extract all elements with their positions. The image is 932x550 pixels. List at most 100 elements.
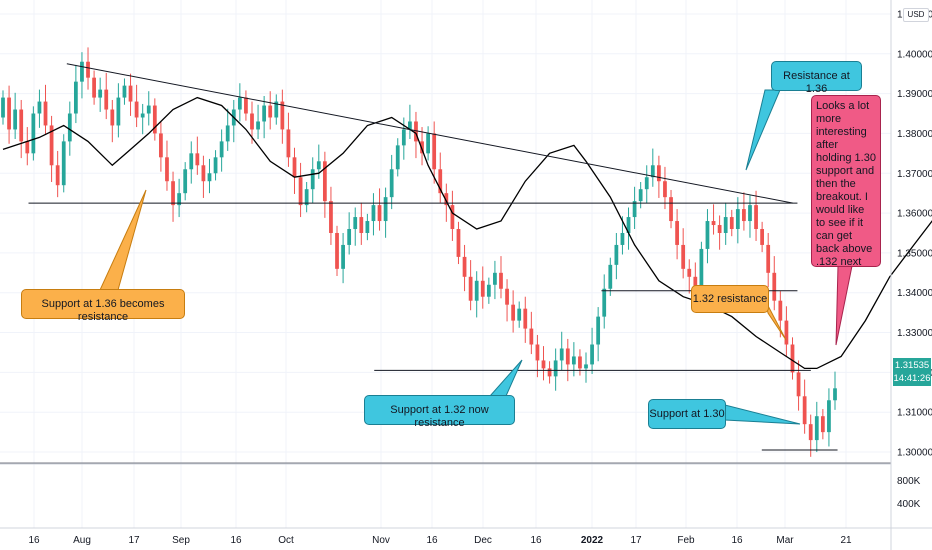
candle-body	[110, 109, 115, 126]
time-tick-label: 16	[530, 535, 542, 546]
annotation-support-136[interactable]: Support at 1.36 becomes resistance	[21, 289, 185, 323]
candle-body	[122, 85, 127, 98]
candle-body	[693, 276, 698, 293]
candle-body	[468, 276, 473, 301]
candle-body	[590, 344, 594, 365]
candle-body	[511, 304, 516, 321]
candle-body	[19, 109, 24, 142]
candle-body	[347, 229, 352, 245]
candle-body	[626, 217, 631, 233]
candle-body	[292, 157, 297, 178]
candle-body	[553, 360, 558, 377]
time-tick-label: Dec	[474, 535, 492, 546]
time-tick-label: 21	[840, 535, 852, 546]
candle-body	[1, 97, 5, 118]
candle-body	[766, 244, 771, 273]
candle-body	[578, 356, 582, 369]
candle-body	[486, 284, 491, 297]
candle-body	[341, 244, 345, 269]
candle-body	[37, 101, 42, 114]
candle-body	[705, 221, 710, 249]
candle-body	[43, 101, 48, 126]
candle-body	[146, 105, 151, 114]
candle-body	[80, 61, 84, 82]
annotation-support-130-text: Support at 1.30	[649, 408, 725, 420]
candle-body	[717, 225, 722, 233]
candle-body	[371, 205, 376, 222]
volume-panel	[0, 462, 891, 465]
candle-body	[286, 129, 291, 158]
candle-body	[165, 157, 169, 182]
candle-body	[675, 221, 679, 245]
pointer-support-130	[724, 404, 801, 425]
candle-body	[171, 181, 175, 206]
candle-body	[614, 244, 619, 265]
candle-body	[827, 400, 831, 433]
time-tick-label: 17	[630, 535, 642, 546]
candle-body	[462, 256, 467, 277]
candle-body	[92, 77, 96, 98]
pointer-support-136	[99, 189, 147, 291]
candle-body	[499, 272, 503, 289]
candle-body	[833, 388, 837, 401]
candle-body	[620, 232, 625, 245]
candle-body	[159, 133, 163, 158]
annotation-resistance-132[interactable]: 1.32 resistance	[691, 285, 769, 313]
time-tick-label: Aug	[73, 535, 91, 546]
candle-body	[177, 193, 181, 206]
candle-body	[438, 169, 443, 194]
candle-body	[432, 133, 437, 170]
time-tick-label: 16	[731, 535, 743, 546]
moving-average-series	[2, 96, 932, 370]
candle-body	[152, 105, 157, 134]
time-tick-label: 17	[128, 535, 140, 546]
candle-body	[31, 113, 36, 154]
candle-body	[778, 300, 783, 321]
price-tick-label: 1.37000	[897, 169, 932, 180]
candle-body	[183, 169, 188, 194]
candle-body	[298, 177, 303, 206]
candle-body	[638, 189, 643, 202]
candle-body	[735, 209, 740, 230]
candle-body	[493, 272, 497, 285]
candle-body	[517, 308, 522, 321]
candle-body	[541, 360, 546, 369]
price-tick-label: 1.39000	[897, 89, 932, 100]
candle-body	[450, 205, 455, 230]
candle-body	[772, 272, 777, 301]
candle-body	[55, 165, 60, 186]
time-tick-label: 2022	[581, 535, 604, 546]
annotation-support-132[interactable]: Support at 1.32 now resistance	[364, 395, 515, 429]
candle-body	[547, 368, 552, 377]
annotation-resistance-136[interactable]: Resistance at 1.36	[771, 61, 862, 95]
candle-body	[61, 141, 66, 186]
candle-body	[128, 85, 133, 102]
volume-axis: 800K 400K	[897, 476, 921, 510]
pointer-resistance-136	[745, 89, 781, 171]
candle-body	[237, 97, 242, 110]
candle-body	[244, 97, 248, 114]
candle-body	[723, 217, 728, 233]
candle-body	[304, 189, 309, 206]
candle-body	[529, 328, 534, 345]
candle-body	[644, 177, 649, 190]
candle-body	[322, 161, 327, 202]
candle-body	[256, 121, 260, 130]
candle-body	[802, 396, 807, 425]
candle-body	[444, 193, 449, 206]
annotation-comment[interactable]: Looks a lot more interesting after holdi…	[811, 95, 881, 268]
candle-body	[711, 221, 716, 226]
time-axis[interactable]: 16 Aug 17 Sep 16 Oct Nov 16 Dec 16 2022 17 Feb 16 Mar 2…	[0, 527, 932, 546]
candle-body	[784, 320, 789, 345]
candle-body	[632, 201, 637, 218]
candle-body	[395, 145, 400, 170]
currency-label[interactable]: USD	[903, 8, 929, 22]
price-tick-label: 1.38000	[897, 129, 932, 140]
candle-body	[310, 169, 315, 190]
price-axis[interactable]: 1.410001.400001.390001.380001.370001.360…	[890, 0, 932, 550]
candle-body	[225, 125, 230, 142]
grid-lines	[0, 0, 891, 528]
annotation-support-130[interactable]: Support at 1.30	[648, 399, 726, 429]
candle-body	[596, 316, 601, 345]
